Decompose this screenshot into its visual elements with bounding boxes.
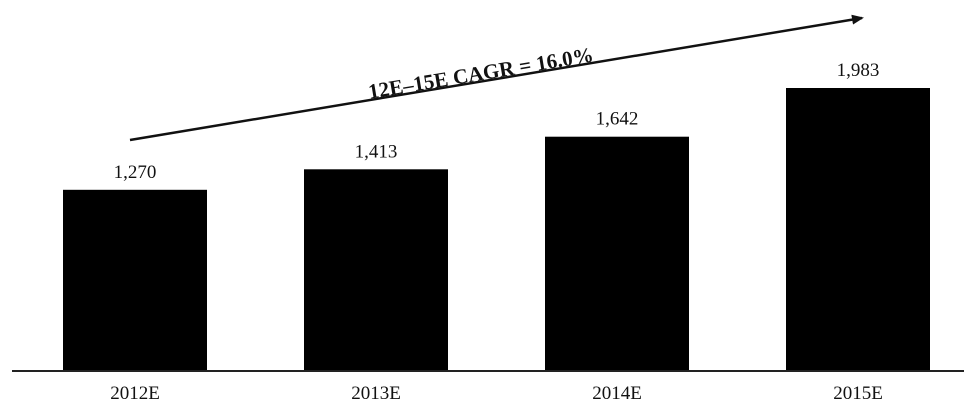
bar-2015e <box>786 88 930 371</box>
x-tick-labels-layer: 2012E 2013E 2014E 2015E <box>110 383 883 404</box>
bars-layer <box>63 88 930 371</box>
data-label-2013e: 1,413 <box>355 141 398 162</box>
x-tick-label-2014e: 2014E <box>592 383 642 404</box>
bar-2012e <box>63 189 207 371</box>
cagr-annotation: 12E–15E CAGR = 16.0% <box>129 14 864 142</box>
data-label-2012e: 1,270 <box>114 162 157 183</box>
cagr-arrow <box>129 14 864 142</box>
bar-2014e <box>545 136 689 371</box>
x-tick-label-2013e: 2013E <box>351 383 401 404</box>
x-tick-label-2015e: 2015E <box>833 383 883 404</box>
bar-2013e <box>304 169 448 371</box>
data-label-2014e: 1,642 <box>596 109 639 130</box>
x-tick-label-2012e: 2012E <box>110 383 160 404</box>
cagr-label: 12E–15E CAGR = 16.0% <box>367 42 596 103</box>
data-label-2015e: 1,983 <box>837 60 880 81</box>
data-labels-layer: 1,270 1,413 1,642 1,983 <box>114 60 880 183</box>
